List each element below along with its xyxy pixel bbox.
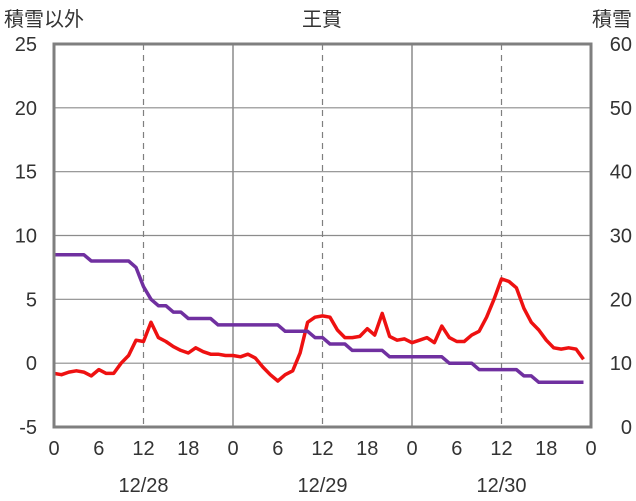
right-y-tick-label: 20: [610, 289, 632, 311]
right-y-tick-label: 30: [610, 226, 632, 248]
left-axis-label: 積雪以外: [4, 8, 84, 31]
grid-lines: [54, 44, 591, 427]
left-y-tick-label: 25: [15, 34, 37, 56]
left-y-tick-label: 10: [15, 226, 37, 248]
x-tick-label: 6: [272, 438, 283, 460]
x-tick-label: 12: [490, 438, 512, 460]
x-tick-label: 18: [356, 438, 378, 460]
x-tick-label: 18: [177, 438, 199, 460]
left-y-tick-label: 5: [26, 289, 37, 311]
snow-depth-line: [54, 252, 584, 385]
x-tick-label: 6: [93, 438, 104, 460]
x-tick-label: 0: [406, 438, 417, 460]
date-label: 12/28: [118, 475, 168, 497]
right-axis-label: 積雪: [592, 8, 632, 31]
left-y-tick-label: 0: [26, 353, 37, 375]
left-y-tick-label: -5: [19, 417, 37, 439]
date-label: 12/30: [476, 475, 526, 497]
date-label: 12/29: [297, 475, 347, 497]
x-tick-label: 0: [227, 438, 238, 460]
temperature-line: [53, 277, 585, 383]
right-y-tick-label: 0: [621, 417, 632, 439]
x-tick-label: 0: [585, 438, 596, 460]
right-y-tick-label: 60: [610, 34, 632, 56]
left-y-tick-label: 15: [15, 162, 37, 184]
plot-border: [52, 42, 593, 429]
right-y-tick-label: 40: [610, 162, 632, 184]
x-tick-label: 0: [48, 438, 59, 460]
x-tick-label: 18: [535, 438, 557, 460]
series-lines: [53, 252, 585, 385]
chart-title: 王貫: [302, 9, 342, 31]
x-tick-label: 12: [132, 438, 154, 460]
x-tick-label: 12: [311, 438, 333, 460]
plot-frame: [52, 42, 593, 429]
left-y-tick-label: 20: [15, 98, 37, 120]
right-y-tick-label: 50: [610, 98, 632, 120]
x-tick-label: 6: [451, 438, 462, 460]
right-y-tick-label: 10: [610, 353, 632, 375]
